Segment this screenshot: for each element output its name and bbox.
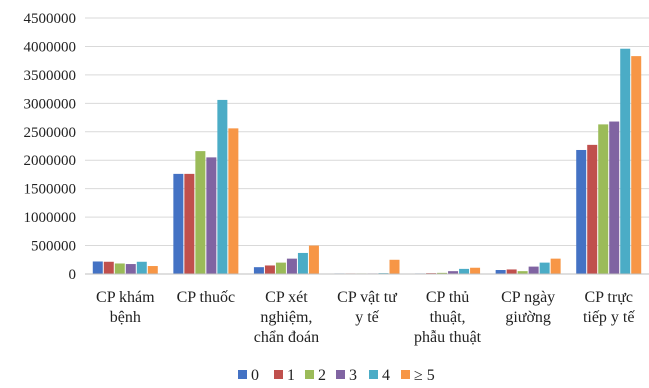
- legend-label: ≥ 5: [414, 367, 435, 384]
- bar: [206, 157, 217, 274]
- legend-label: 2: [318, 367, 326, 384]
- x-tick-label: tiếp y tế: [583, 309, 635, 326]
- x-tick-label: CP trực: [584, 289, 633, 306]
- bar: [125, 264, 136, 274]
- bar: [550, 258, 561, 274]
- legend: 0 1 2 3 4 ≥ 5: [238, 367, 435, 384]
- bar: [495, 270, 506, 274]
- bar: [517, 271, 528, 274]
- x-tick-label: CP xét: [265, 289, 308, 306]
- legend-swatch: [401, 370, 410, 379]
- y-tick-label: 500000: [31, 239, 76, 255]
- bar: [609, 121, 620, 274]
- bar: [470, 267, 481, 274]
- bar: [631, 56, 642, 274]
- y-tick-label: 2000000: [24, 153, 77, 169]
- bar: [297, 252, 308, 274]
- x-tick-label: y tế: [355, 309, 379, 326]
- x-tick-label: chẩn đoán: [254, 329, 319, 346]
- bar: [184, 173, 195, 274]
- bar: [620, 48, 631, 274]
- legend-swatch: [369, 370, 378, 379]
- gridlines: [85, 17, 649, 247]
- bar: [308, 245, 319, 274]
- x-tick-label: thuật,: [430, 309, 466, 326]
- x-tick-label: bệnh: [110, 309, 141, 326]
- bar: [528, 266, 539, 274]
- bar: [448, 271, 459, 274]
- legend-swatch: [305, 370, 314, 379]
- bar: [587, 144, 598, 274]
- bar: [195, 151, 206, 274]
- bar: [228, 128, 239, 274]
- y-tick-label: 2500000: [24, 125, 77, 141]
- y-tick-label: 1500000: [24, 182, 77, 198]
- x-axis: CP khám bệnh CP thuốc CP xét nghiệm, chẩn đoá…: [96, 289, 635, 346]
- x-tick-label: CP thuốc: [177, 289, 236, 306]
- x-tick-label: phẫu thuật: [414, 329, 482, 346]
- bar: [253, 267, 264, 274]
- y-tick-label: 3000000: [24, 96, 77, 112]
- legend-swatch: [238, 370, 247, 379]
- bar: [147, 266, 158, 274]
- bar: [92, 261, 103, 274]
- bar: [114, 263, 125, 274]
- legend-label: 0: [251, 367, 259, 384]
- legend-swatch: [336, 370, 345, 379]
- bar: [539, 262, 550, 274]
- x-tick-label: CP thủ: [426, 289, 469, 306]
- x-tick-label: CP ngày: [501, 289, 555, 306]
- bar: [264, 265, 275, 274]
- bar: [389, 259, 400, 274]
- bar: [217, 99, 228, 274]
- bar: [459, 268, 470, 274]
- legend-swatch: [274, 370, 283, 379]
- bar: [598, 124, 609, 274]
- x-tick-label: CP vật tư: [337, 289, 398, 306]
- x-tick-label: CP khám: [96, 289, 155, 306]
- y-tick-label: 4000000: [24, 39, 77, 55]
- bar: [576, 149, 587, 274]
- bar: [437, 272, 448, 274]
- bars: [92, 48, 642, 274]
- y-tick-label: 0: [69, 267, 77, 283]
- x-tick-label: nghiệm,: [260, 309, 312, 326]
- bar: [275, 262, 286, 274]
- y-tick-label: 1000000: [24, 210, 77, 226]
- y-tick-label: 4500000: [24, 11, 77, 27]
- bar: [136, 261, 147, 274]
- y-axis: 0 500000 1000000 1500000 2000000 2500000 30000…: [24, 11, 77, 283]
- x-tick-label: giường: [505, 309, 551, 326]
- legend-label: 1: [287, 367, 295, 384]
- legend-label: 4: [382, 367, 390, 384]
- legend-label: 3: [349, 367, 357, 384]
- bar: [103, 261, 114, 274]
- y-tick-label: 3500000: [24, 68, 77, 84]
- bar: [506, 269, 517, 274]
- bar: [173, 173, 184, 274]
- bar: [286, 258, 297, 274]
